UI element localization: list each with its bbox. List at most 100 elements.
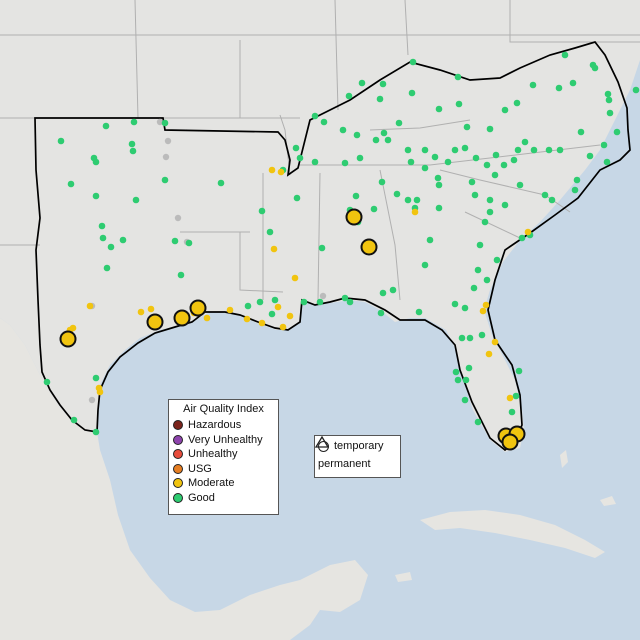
good-monitor-marker[interactable] — [561, 51, 569, 59]
moderate-monitor-marker[interactable] — [479, 307, 487, 315]
good-monitor-marker[interactable] — [545, 146, 553, 154]
good-monitor-marker[interactable] — [451, 300, 459, 308]
good-monitor-marker[interactable] — [462, 376, 470, 384]
good-monitor-marker[interactable] — [404, 196, 412, 204]
good-monitor-marker[interactable] — [571, 186, 579, 194]
inactive-monitor-marker[interactable] — [174, 214, 182, 222]
moderate-monitor-marker[interactable] — [277, 168, 285, 176]
good-monitor-marker[interactable] — [455, 100, 463, 108]
good-monitor-marker[interactable] — [605, 96, 613, 104]
good-monitor-marker[interactable] — [510, 156, 518, 164]
good-monitor-marker[interactable] — [370, 205, 378, 213]
good-monitor-marker[interactable] — [512, 392, 520, 400]
good-monitor-marker[interactable] — [99, 234, 107, 242]
moderate-monitor-marker[interactable] — [268, 166, 276, 174]
good-monitor-marker[interactable] — [435, 105, 443, 113]
good-monitor-marker[interactable] — [311, 112, 319, 120]
good-monitor-marker[interactable] — [185, 239, 193, 247]
good-monitor-marker[interactable] — [377, 309, 385, 317]
good-monitor-marker[interactable] — [435, 181, 443, 189]
good-monitor-marker[interactable] — [258, 207, 266, 215]
good-monitor-marker[interactable] — [613, 128, 621, 136]
good-monitor-marker[interactable] — [421, 261, 429, 269]
good-monitor-marker[interactable] — [376, 95, 384, 103]
moderate-monitor-marker[interactable] — [69, 324, 77, 332]
good-monitor-marker[interactable] — [339, 126, 347, 134]
good-monitor-marker[interactable] — [268, 310, 276, 318]
moderate-monitor-marker[interactable] — [270, 245, 278, 253]
good-monitor-marker[interactable] — [632, 86, 640, 94]
moderate-monitor-marker[interactable] — [491, 338, 499, 346]
good-monitor-marker[interactable] — [384, 136, 392, 144]
good-monitor-marker[interactable] — [256, 298, 264, 306]
good-monitor-marker[interactable] — [372, 136, 380, 144]
moderate-monitor-marker-large[interactable] — [59, 330, 77, 348]
good-monitor-marker[interactable] — [409, 58, 417, 66]
good-monitor-marker[interactable] — [92, 158, 100, 166]
good-monitor-marker[interactable] — [478, 331, 486, 339]
inactive-monitor-marker[interactable] — [88, 396, 96, 404]
good-monitor-marker[interactable] — [474, 418, 482, 426]
good-monitor-marker[interactable] — [129, 147, 137, 155]
good-monitor-marker[interactable] — [57, 137, 65, 145]
good-monitor-marker[interactable] — [461, 144, 469, 152]
good-monitor-marker[interactable] — [356, 154, 364, 162]
good-monitor-marker[interactable] — [491, 171, 499, 179]
good-monitor-marker[interactable] — [161, 119, 169, 127]
inactive-monitor-marker[interactable] — [162, 153, 170, 161]
good-monitor-marker[interactable] — [501, 106, 509, 114]
good-monitor-marker[interactable] — [378, 178, 386, 186]
good-monitor-marker[interactable] — [345, 92, 353, 100]
good-monitor-marker[interactable] — [341, 159, 349, 167]
good-monitor-marker[interactable] — [130, 118, 138, 126]
moderate-monitor-marker[interactable] — [279, 323, 287, 331]
good-monitor-marker[interactable] — [379, 80, 387, 88]
good-monitor-marker[interactable] — [529, 81, 537, 89]
good-monitor-marker[interactable] — [92, 428, 100, 436]
moderate-monitor-marker[interactable] — [274, 303, 282, 311]
good-monitor-marker[interactable] — [465, 364, 473, 372]
good-monitor-marker[interactable] — [521, 138, 529, 146]
good-monitor-marker[interactable] — [486, 196, 494, 204]
good-monitor-marker[interactable] — [476, 241, 484, 249]
good-monitor-marker[interactable] — [379, 289, 387, 297]
moderate-monitor-marker-large[interactable] — [345, 208, 363, 226]
good-monitor-marker[interactable] — [586, 152, 594, 160]
good-monitor-marker[interactable] — [466, 334, 474, 342]
good-monitor-marker[interactable] — [470, 284, 478, 292]
good-monitor-marker[interactable] — [395, 119, 403, 127]
good-monitor-marker[interactable] — [474, 266, 482, 274]
good-monitor-marker[interactable] — [128, 140, 136, 148]
good-monitor-marker[interactable] — [463, 123, 471, 131]
good-monitor-marker[interactable] — [380, 129, 388, 137]
good-monitor-marker[interactable] — [404, 146, 412, 154]
good-monitor-marker[interactable] — [318, 244, 326, 252]
good-monitor-marker[interactable] — [481, 218, 489, 226]
good-monitor-marker[interactable] — [389, 286, 397, 294]
good-monitor-marker[interactable] — [483, 276, 491, 284]
good-monitor-marker[interactable] — [171, 237, 179, 245]
good-monitor-marker[interactable] — [271, 296, 279, 304]
inactive-monitor-marker[interactable] — [156, 118, 164, 126]
good-monitor-marker[interactable] — [353, 131, 361, 139]
good-monitor-marker[interactable] — [500, 161, 508, 169]
good-monitor-marker[interactable] — [569, 79, 577, 87]
good-monitor-marker[interactable] — [486, 208, 494, 216]
good-monitor-marker[interactable] — [472, 154, 480, 162]
moderate-monitor-marker[interactable] — [524, 228, 532, 236]
moderate-monitor-marker[interactable] — [485, 350, 493, 358]
good-monitor-marker[interactable] — [346, 298, 354, 306]
good-monitor-marker[interactable] — [573, 176, 581, 184]
good-monitor-marker[interactable] — [341, 294, 349, 302]
moderate-monitor-marker[interactable] — [411, 208, 419, 216]
good-monitor-marker[interactable] — [421, 164, 429, 172]
moderate-monitor-marker[interactable] — [96, 388, 104, 396]
good-monitor-marker[interactable] — [530, 146, 538, 154]
good-monitor-marker[interactable] — [393, 190, 401, 198]
good-monitor-marker[interactable] — [98, 222, 106, 230]
good-monitor-marker[interactable] — [577, 128, 585, 136]
good-monitor-marker[interactable] — [471, 191, 479, 199]
good-monitor-marker[interactable] — [132, 196, 140, 204]
good-monitor-marker[interactable] — [217, 179, 225, 187]
moderate-monitor-marker[interactable] — [258, 319, 266, 327]
